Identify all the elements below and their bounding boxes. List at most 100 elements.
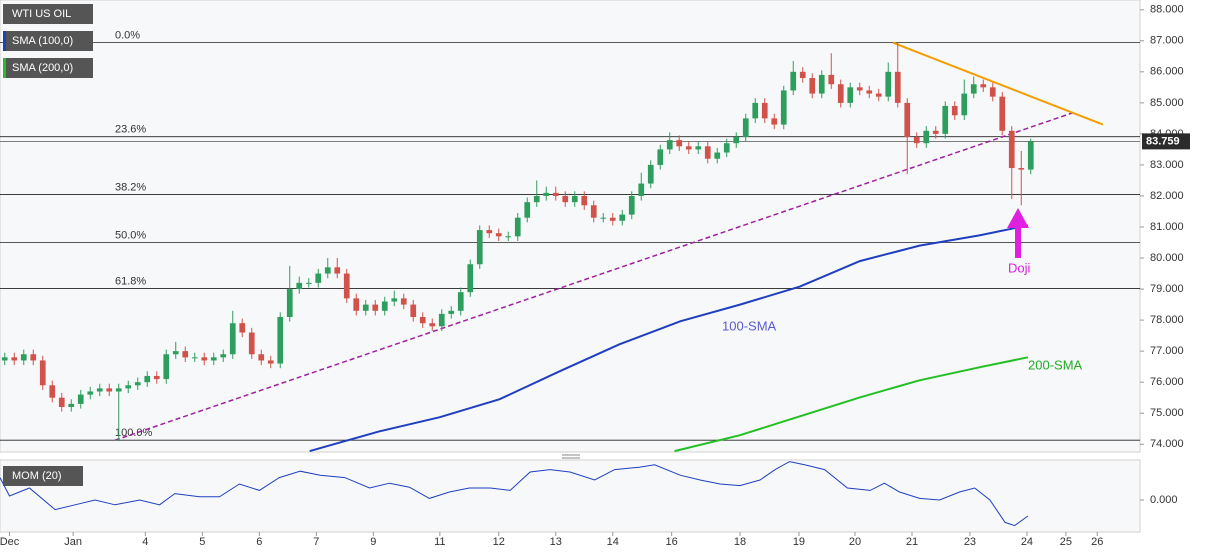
candle-body <box>714 152 721 159</box>
x-tick-label: 9 <box>370 536 376 548</box>
candle-body <box>277 317 284 364</box>
candle-body <box>467 264 474 293</box>
candle-body <box>685 146 692 150</box>
candle-body <box>391 298 398 302</box>
candle-body <box>543 192 550 196</box>
candle-body <box>742 118 749 137</box>
candle-body <box>296 282 303 290</box>
x-tick-label: 26 <box>1091 536 1103 548</box>
candle-body <box>809 78 816 94</box>
x-tick-label: 4 <box>142 536 148 548</box>
x-tick-label: 18 <box>734 536 746 548</box>
legend-box[interactable] <box>3 4 93 24</box>
candle-body <box>1018 168 1025 170</box>
candle-body <box>353 298 360 311</box>
legend-box[interactable] <box>3 58 93 78</box>
y-tick-label: 79.000 <box>1150 283 1184 295</box>
candle-body <box>343 273 350 299</box>
fib-label: 23.6% <box>115 124 146 136</box>
candle-body <box>153 375 160 380</box>
candle-body <box>163 354 170 380</box>
candle-body <box>970 84 977 94</box>
candle-body <box>20 354 27 361</box>
x-tick-label: Jan <box>64 536 82 548</box>
candle-body <box>600 217 607 219</box>
candle-body <box>96 388 103 392</box>
y-tick-label: 77.000 <box>1150 345 1184 357</box>
candle-body <box>172 351 179 355</box>
candle-body <box>495 233 502 237</box>
x-tick-label: 19 <box>793 536 805 548</box>
x-tick-label: 14 <box>607 536 619 548</box>
candle-body <box>400 298 407 305</box>
candle-body <box>856 87 863 91</box>
candle-body <box>942 105 949 134</box>
pane-grip[interactable] <box>562 454 580 459</box>
x-tick-label: 12 <box>493 536 505 548</box>
last-price-box <box>1142 133 1190 150</box>
candle-body <box>68 403 75 407</box>
candle-body <box>87 391 94 395</box>
candle-body <box>305 282 312 284</box>
candle-body <box>723 143 730 153</box>
x-tick-label: Dec <box>0 536 20 548</box>
candle-body <box>980 84 987 88</box>
candle-body <box>514 217 521 237</box>
candle-body <box>581 195 588 206</box>
y-tick-label: 82.000 <box>1150 190 1184 202</box>
candle-body <box>875 93 882 97</box>
legend-swatch <box>3 31 6 51</box>
candle-body <box>951 105 958 116</box>
plot-layer: 88.00087.00086.00085.00084.00083.00082.0… <box>0 4 1190 548</box>
y-tick-label: 81.000 <box>1150 221 1184 233</box>
candle-body <box>780 90 787 125</box>
candle-body <box>657 149 664 165</box>
candle-body <box>125 385 132 389</box>
x-tick-label: 7 <box>313 536 319 548</box>
x-tick-label: 25 <box>1060 536 1072 548</box>
y-tick-label: 74.000 <box>1150 438 1184 450</box>
y-tick-label: 0.000 <box>1150 494 1178 506</box>
annotation: 100-SMA <box>722 318 777 333</box>
trend-line <box>114 111 1075 441</box>
candle-body <box>961 93 968 116</box>
x-tick-label: 20 <box>849 536 861 548</box>
candle-body <box>771 118 778 125</box>
candle-body <box>894 71 901 103</box>
candle-body <box>505 236 512 238</box>
candle-body <box>144 375 151 383</box>
x-tick-label: 13 <box>550 536 562 548</box>
candle-body <box>1008 130 1015 169</box>
y-tick-label: 80.000 <box>1150 252 1184 264</box>
indicator-label-box[interactable] <box>3 466 83 486</box>
candle-body <box>115 388 122 392</box>
candle-body <box>210 357 217 361</box>
fib-label: 38.2% <box>115 181 146 193</box>
x-tick-label: 16 <box>666 536 678 548</box>
candle-body <box>191 357 198 359</box>
y-tick-label: 86.000 <box>1150 66 1184 78</box>
mom-line <box>0 461 1029 527</box>
y-tick-label: 85.000 <box>1150 97 1184 109</box>
candle-body <box>201 357 208 361</box>
sma-line <box>674 356 1029 453</box>
candle-body <box>362 304 369 311</box>
candle-body <box>704 146 711 159</box>
candle-body <box>381 301 388 311</box>
candle-body <box>885 71 892 97</box>
fib-label: 61.8% <box>115 275 146 287</box>
y-tick-label: 83.000 <box>1150 159 1184 171</box>
candle-body <box>552 192 559 196</box>
candle-body <box>619 214 626 221</box>
candle-body <box>248 332 255 355</box>
candle-body <box>752 102 759 119</box>
y-tick-label: 87.000 <box>1150 35 1184 47</box>
candle-body <box>258 354 265 361</box>
legend-box[interactable] <box>3 31 93 51</box>
candle-body <box>799 71 806 79</box>
candle-body <box>410 304 417 317</box>
x-tick-label: 11 <box>434 536 445 548</box>
sma-line <box>309 224 1029 453</box>
candle-body <box>533 195 540 203</box>
x-tick-label: 6 <box>256 536 262 548</box>
